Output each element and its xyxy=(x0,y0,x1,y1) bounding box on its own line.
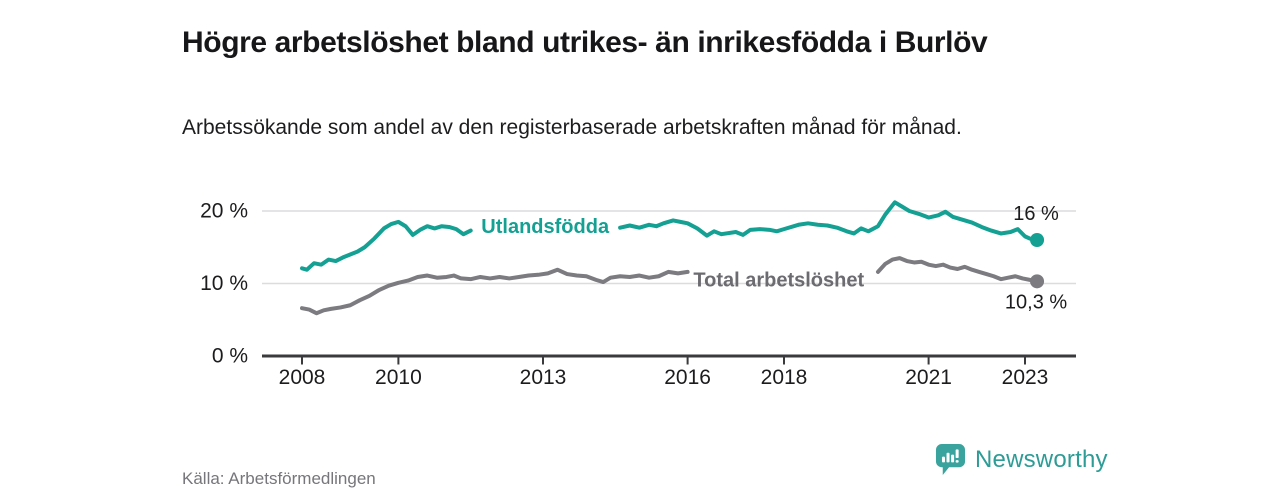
series-inline-label: Total arbetslöshet xyxy=(693,270,864,292)
source-note: Källa: Arbetsförmedlingen xyxy=(182,469,376,488)
chart-canvas: 0 % 10 % 20 % 16 % Utlandsfödda 10,3 % Total a… xyxy=(200,200,1076,389)
line-chart: 0 % 10 % 20 % 16 % Utlandsfödda 10,3 % Total a… xyxy=(180,186,1100,398)
end-value-label: 10,3 % xyxy=(1005,291,1067,313)
y-axis-tick-label: 10 % xyxy=(200,272,248,295)
series-line-total xyxy=(300,267,690,316)
x-axis-tick-label: 2018 xyxy=(761,366,808,389)
series-line-utlandsfodda xyxy=(300,219,473,272)
y-axis-tick-label: 0 % xyxy=(212,345,248,368)
brand-name: Newsworthy xyxy=(975,445,1108,473)
series-line-total xyxy=(875,256,1040,284)
x-axis-tick-label: 2016 xyxy=(664,366,711,389)
newsworthy-logo[interactable]: Newsworthy xyxy=(935,443,1108,476)
series-end-dot-total xyxy=(1030,274,1045,289)
x-axis-tick-label: 2021 xyxy=(905,366,952,389)
chart-subtitle: Arbetssökande som andel av den registerb… xyxy=(182,116,962,139)
series-line-utlandsfodda xyxy=(618,200,1040,242)
x-axis-tick-label: 2008 xyxy=(279,366,326,389)
y-axis-tick-label: 20 % xyxy=(200,200,248,223)
x-axis-tick-label: 2010 xyxy=(375,366,422,389)
bar-chart-pin-icon xyxy=(935,444,966,475)
x-axis-tick-label: 2023 xyxy=(1002,366,1049,389)
series-end-dot-utlandsfodda xyxy=(1030,233,1045,247)
end-value-label: 16 % xyxy=(1013,203,1059,225)
page-title: Högre arbetslöshet bland utrikes- än inr… xyxy=(182,26,988,60)
x-axis-tick-label: 2013 xyxy=(520,366,567,389)
series-inline-label: Utlandsfödda xyxy=(481,216,610,238)
